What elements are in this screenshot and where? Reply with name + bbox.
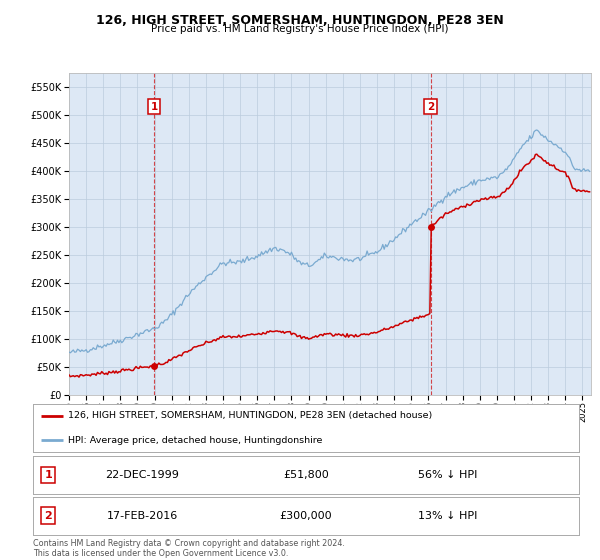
- Text: 56% ↓ HPI: 56% ↓ HPI: [418, 470, 478, 480]
- Text: Price paid vs. HM Land Registry's House Price Index (HPI): Price paid vs. HM Land Registry's House …: [151, 24, 449, 34]
- Text: 17-FEB-2016: 17-FEB-2016: [107, 511, 178, 521]
- Text: £300,000: £300,000: [280, 511, 332, 521]
- Text: 2: 2: [427, 101, 434, 111]
- Text: 126, HIGH STREET, SOMERSHAM, HUNTINGDON, PE28 3EN (detached house): 126, HIGH STREET, SOMERSHAM, HUNTINGDON,…: [68, 412, 433, 421]
- Text: 1: 1: [151, 101, 158, 111]
- Text: Contains HM Land Registry data © Crown copyright and database right 2024.
This d: Contains HM Land Registry data © Crown c…: [33, 539, 345, 558]
- Text: 1: 1: [44, 470, 52, 480]
- Text: 22-DEC-1999: 22-DEC-1999: [105, 470, 179, 480]
- Text: HPI: Average price, detached house, Huntingdonshire: HPI: Average price, detached house, Hunt…: [68, 436, 323, 445]
- Text: 126, HIGH STREET, SOMERSHAM, HUNTINGDON, PE28 3EN: 126, HIGH STREET, SOMERSHAM, HUNTINGDON,…: [96, 14, 504, 27]
- Text: £51,800: £51,800: [283, 470, 329, 480]
- Text: 13% ↓ HPI: 13% ↓ HPI: [418, 511, 478, 521]
- Text: 2: 2: [44, 511, 52, 521]
